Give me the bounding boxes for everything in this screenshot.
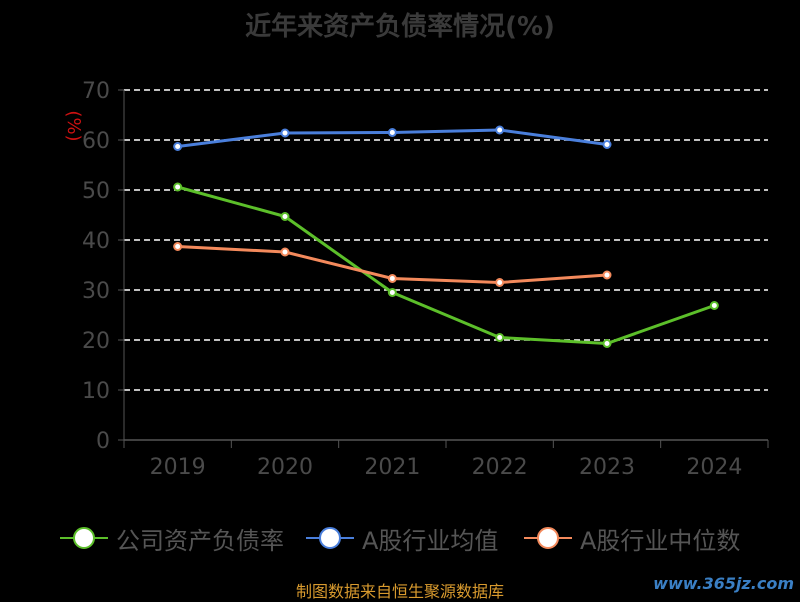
data-point xyxy=(602,140,612,149)
data-point xyxy=(495,333,505,342)
y-tick-label: 10 xyxy=(82,379,110,404)
y-tick-label: 40 xyxy=(82,229,110,254)
y-axis-label: (%) xyxy=(63,110,84,141)
legend-marker-icon xyxy=(306,527,354,549)
series-lines xyxy=(173,125,719,348)
legend-label: 公司资产负债率 xyxy=(116,526,284,555)
legend-circle xyxy=(537,527,559,549)
x-tick-label: 2021 xyxy=(364,455,420,480)
data-point xyxy=(173,242,183,251)
data-point xyxy=(173,142,183,151)
legend-circle xyxy=(319,527,341,549)
data-point xyxy=(602,270,612,280)
grid-lines xyxy=(124,89,768,391)
y-tick-label: 70 xyxy=(82,79,110,104)
legend-label: A股行业均值 xyxy=(362,526,499,555)
x-tick-label: 2020 xyxy=(257,455,313,480)
data-point xyxy=(495,125,505,135)
data-point xyxy=(280,128,290,138)
y-tick-label: 60 xyxy=(82,129,110,154)
legend-item-industry-median[interactable]: A股行业中位数 xyxy=(524,518,740,558)
y-tick-label: 30 xyxy=(82,279,110,304)
data-point xyxy=(495,278,505,287)
axis-labels: 0 10 20 30 40 50 60 70 2019 2020 2021 2022 2023 2024 (… xyxy=(63,79,742,480)
x-tick-label: 2024 xyxy=(686,455,742,480)
legend: 公司资产负债率 A股行业均值 A股行业中位数 xyxy=(0,518,800,558)
data-source-note: 制图数据来自恒生聚源数据库 xyxy=(295,582,504,601)
data-point xyxy=(387,128,397,137)
series-line-0 xyxy=(177,185,715,345)
data-point xyxy=(387,274,397,283)
data-point xyxy=(602,339,612,348)
data-point xyxy=(280,212,290,221)
watermark: www.365jz.com xyxy=(653,574,794,593)
x-tick-label: 2019 xyxy=(150,455,206,480)
y-tick-label: 0 xyxy=(96,429,110,454)
legend-marker-icon xyxy=(524,527,572,549)
axes xyxy=(118,89,769,448)
y-tick-label: 50 xyxy=(82,179,110,204)
legend-item-company[interactable]: 公司资产负债率 xyxy=(60,518,284,558)
x-tick-label: 2022 xyxy=(472,455,528,480)
legend-label: A股行业中位数 xyxy=(580,526,741,555)
x-tick-label: 2023 xyxy=(579,455,635,480)
data-point xyxy=(387,288,397,297)
data-point xyxy=(173,182,183,192)
legend-circle xyxy=(73,527,95,549)
y-tick-label: 20 xyxy=(82,329,110,354)
legend-marker-icon xyxy=(60,527,108,549)
data-point xyxy=(709,301,719,310)
legend-item-industry-mean[interactable]: A股行业均值 xyxy=(306,518,498,558)
data-point xyxy=(280,247,290,257)
chart-title: 近年来资产负债率情况(%) xyxy=(245,12,555,42)
